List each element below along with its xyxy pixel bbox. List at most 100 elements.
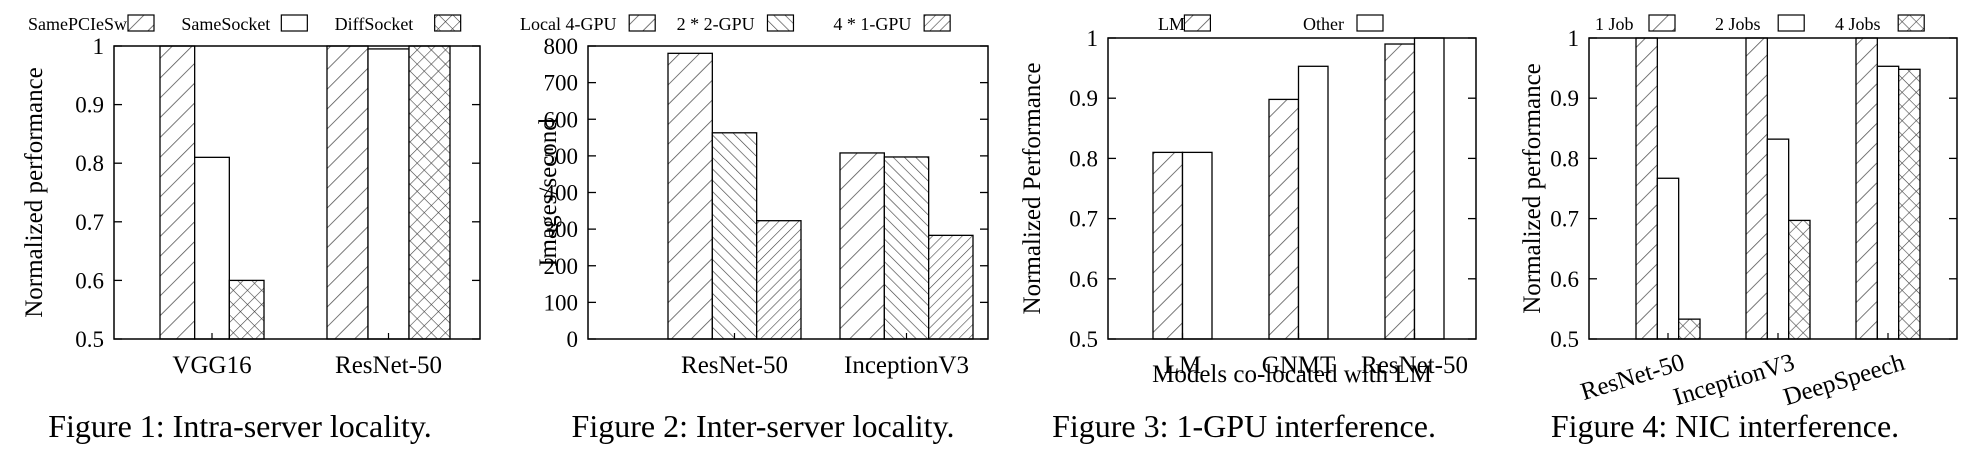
- figure-4-bar: [1898, 68, 1921, 340]
- figure-1-y-tick-label: 0.5: [75, 327, 104, 352]
- figure-4-bars: [1635, 37, 1921, 340]
- figure-1-y-tick-label: 0.6: [75, 268, 104, 293]
- figure-4-y-tick-label: 0.9: [1550, 86, 1579, 111]
- figure-3-y-tick-label: 0.7: [1069, 207, 1098, 232]
- figure-4-legend-label: 1 Job: [1595, 14, 1634, 34]
- figure-4: 1 Job 2 Jobs 4 Jobs 0.5 0.6 0.7 0.8 0.9 1 ResNe…: [1519, 14, 1958, 444]
- figure-3-x-axis-label: Models co-located with LM: [1152, 361, 1432, 388]
- figure-3-categories: LM GNMT ResNet-50: [1164, 333, 1468, 379]
- figure-1-bar: [408, 45, 451, 340]
- figure-1-y-tick-label: 0.8: [75, 151, 104, 176]
- figure-2-legend-label: 2 * 2-GPU: [677, 14, 755, 34]
- figure-3-y-tick-label: 1: [1087, 26, 1099, 51]
- figure-4-y-ticks: 0.5 0.6 0.7 0.8 0.9 1: [1550, 26, 1957, 352]
- figure-2-legend-swatch: [766, 14, 795, 32]
- figure-3-legend-swatch: [1183, 14, 1212, 32]
- figure-4-y-tick-label: 0.7: [1550, 207, 1579, 232]
- figure-4-bar: [1788, 219, 1811, 340]
- figure-1-legend-swatch: [127, 14, 155, 32]
- figure-4-y-tick-label: 1: [1568, 26, 1580, 51]
- figure-2-legend: Local 4-GPU 2 * 2-GPU 4 * 1-GPU: [520, 14, 951, 34]
- figure-3-y-ticks: 0.5 0.6 0.7 0.8 0.9 1: [1069, 26, 1476, 352]
- figure-4-caption: Figure 4: NIC interference.: [1551, 408, 1899, 444]
- figure-1-legend: SamePCIeSw SameSocket DiffSocket: [28, 14, 462, 34]
- figure-2-y-tick-label: 600: [544, 107, 579, 132]
- figure-2-y-tick-label: 800: [544, 34, 579, 59]
- figure-3-legend-swatch: [1356, 14, 1384, 32]
- figure-2-y-tick-label: 500: [544, 144, 579, 169]
- figure-1-y-axis-label: Normalized performance: [21, 67, 48, 318]
- figure-3: LM Other 0.5 0.6 0.7 0.8 0.9 1 LM GNMT ResNet-50…: [1019, 14, 1477, 444]
- figure-3-legend-label: Other: [1303, 14, 1344, 34]
- figure-2-bar: [756, 220, 802, 340]
- figure-1-legend-label: SameSocket: [181, 14, 270, 34]
- figure-4-category-label: DeepSpeech: [1780, 349, 1908, 411]
- figure-4-legend-label: 4 Jobs: [1835, 14, 1881, 34]
- figure-2-y-tick-label: 300: [544, 217, 579, 242]
- figure-3-bar: [1297, 65, 1329, 340]
- figure-4-category-label: InceptionV3: [1670, 349, 1797, 411]
- figure-4-bar: [1855, 37, 1878, 340]
- figure-4-bar: [1745, 37, 1768, 340]
- figure-3-bars: [1152, 37, 1445, 340]
- figure-3-bar: [1384, 43, 1416, 340]
- figure-3-caption: Figure 3: 1-GPU interference.: [1052, 408, 1436, 444]
- figure-3-bar: [1181, 151, 1213, 340]
- figure-1-y-ticks: 0.5 0.6 0.7 0.8 0.9 1: [75, 34, 480, 352]
- figure-2-bar: [711, 132, 758, 340]
- figure-4-bar: [1766, 138, 1790, 340]
- figure-2-y-tick-label: 0: [567, 327, 579, 352]
- figure-2-legend-label: 4 * 1-GPU: [833, 14, 911, 34]
- figure-2-bar: [928, 234, 974, 340]
- figure-3-legend: LM Other: [1158, 14, 1384, 34]
- figure-4-bar: [1635, 37, 1658, 340]
- figure-2-legend-swatch: [923, 14, 951, 32]
- figure-4-category-label: ResNet-50: [1578, 349, 1688, 406]
- figure-3-y-tick-label: 0.9: [1069, 86, 1098, 111]
- figure-1-bars: [159, 45, 451, 340]
- figure-2-bar: [667, 52, 713, 340]
- figure-1-bar: [367, 48, 410, 340]
- figure-1-caption: Figure 1: Intra-server locality.: [48, 408, 432, 444]
- figure-2-bar: [839, 152, 885, 340]
- figure-1-legend-label: SamePCIeSw: [28, 14, 127, 34]
- figure-2-y-tick-label: 100: [544, 290, 579, 315]
- figure-2-category-label: ResNet-50: [681, 352, 788, 379]
- figure-4-legend-label: 2 Jobs: [1715, 14, 1761, 34]
- figure-1-category-label: ResNet-50: [335, 352, 442, 379]
- figure-3-category-label: ResNet-50: [1361, 352, 1468, 379]
- figure-2-y-tick-label: 200: [544, 254, 579, 279]
- figure-1: SamePCIeSw SameSocket DiffSocket 0.5 0.6 0.7…: [21, 14, 481, 444]
- figure-4-y-axis-label: Normalized performance: [1519, 63, 1546, 314]
- figure-3-legend-label: LM: [1158, 14, 1185, 34]
- figure-4-y-tick-label: 0.6: [1550, 267, 1579, 292]
- figure-1-bar: [194, 156, 230, 340]
- figure-3-category-label: LM: [1164, 352, 1202, 379]
- figure-4-legend-swatch: [1897, 14, 1925, 32]
- figure-3-bar: [1268, 98, 1300, 340]
- figure-1-legend-swatch: [434, 14, 462, 32]
- figure-1-y-tick-label: 1: [93, 34, 105, 59]
- figure-2-bar: [883, 156, 930, 340]
- figure-4-bar: [1876, 65, 1900, 340]
- figure-1-bar: [326, 45, 369, 340]
- figure-1-y-tick-label: 0.9: [75, 93, 104, 118]
- figure-2-caption: Figure 2: Inter-server locality.: [572, 408, 955, 444]
- figure-2-legend-swatch: [628, 14, 656, 32]
- figure-1-y-tick-label: 0.7: [75, 210, 104, 235]
- figure-4-y-tick-label: 0.8: [1550, 146, 1579, 171]
- figure-2-category-label: InceptionV3: [844, 352, 969, 379]
- figure-2-legend-label: Local 4-GPU: [520, 14, 616, 34]
- figure-4-legend: 1 Job 2 Jobs 4 Jobs: [1595, 14, 1925, 34]
- figure-2-y-tick-label: 700: [544, 71, 579, 96]
- figure-1-categories: VGG16 ResNet-50: [172, 333, 442, 379]
- figure-4-legend-swatch: [1777, 14, 1805, 32]
- figure-4-y-tick-label: 0.5: [1550, 327, 1579, 352]
- figure-1-category-label: VGG16: [172, 352, 251, 379]
- figure-4-bar: [1678, 318, 1701, 340]
- figure-1-legend-swatch: [280, 14, 308, 32]
- figure-4-bar: [1656, 177, 1680, 340]
- figure-2-y-ticks: 0 100 200 300 400 500 600 700 800: [544, 34, 988, 352]
- figure-3-bar: [1152, 151, 1184, 340]
